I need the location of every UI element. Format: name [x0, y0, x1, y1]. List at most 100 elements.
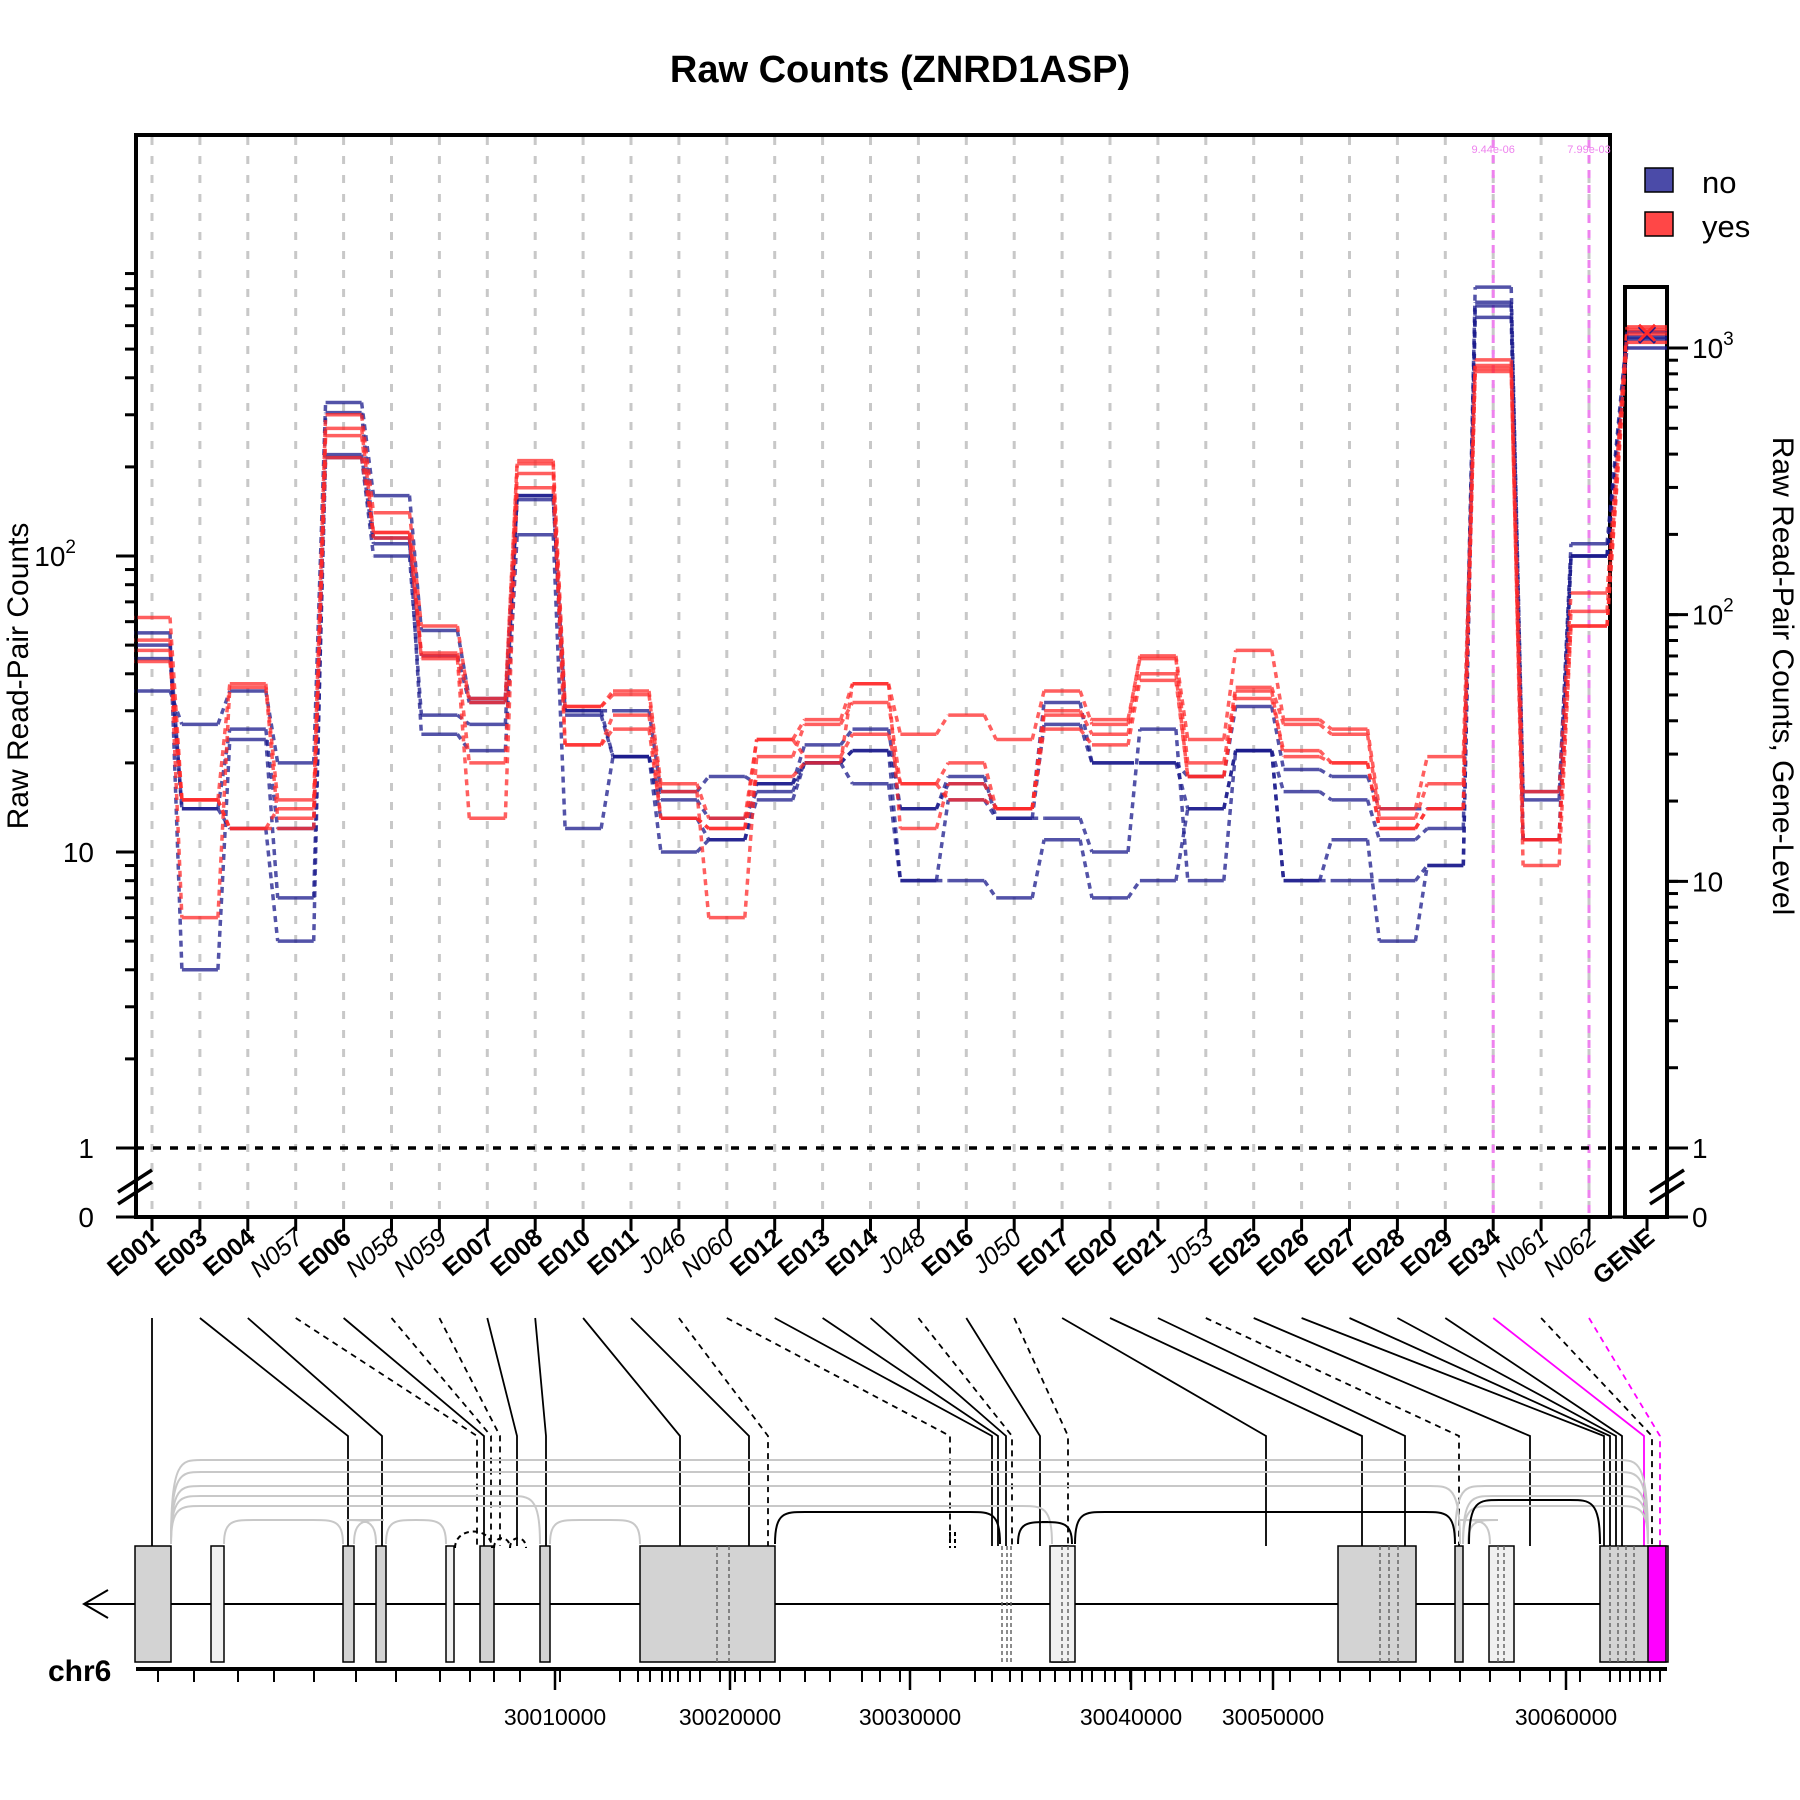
conn-yes-5-17	[982, 762, 998, 810]
conn-yes-6-29	[1557, 625, 1573, 866]
conn-yes-7-17	[983, 798, 998, 811]
conn-no-2-17	[982, 879, 998, 899]
y-tick-label-0: 1	[78, 1133, 94, 1164]
chart-title: Raw Counts (ZNRD1ASP)	[670, 49, 1130, 91]
splice-arc-9	[1454, 1485, 1649, 1545]
feature-label-J053: J053	[1158, 1223, 1218, 1280]
splice-arc-0	[170, 1459, 1649, 1545]
conn-yes-7-26	[1413, 807, 1429, 830]
x-axis-features: E001E003E004N057E006N058N059E007E008E010…	[102, 1215, 1660, 1290]
conn-yes-4-1	[216, 683, 232, 801]
feature-label-E013: E013	[773, 1223, 836, 1282]
conn-no-1-1	[216, 739, 232, 970]
yR-tick-label-3: 103	[1692, 329, 1734, 364]
conn-no-2-9	[599, 756, 615, 829]
genomic-tick-label-4: 30050000	[1222, 1704, 1324, 1730]
conn-yes-7-12	[743, 739, 759, 829]
feature-label-E003: E003	[150, 1223, 213, 1282]
feature-label-E004: E004	[198, 1223, 261, 1282]
splice-arc-10	[1462, 1495, 1649, 1545]
legend-swatch-yes	[1644, 211, 1674, 237]
feature-label-E028: E028	[1348, 1223, 1411, 1282]
feature-gridlines	[150, 137, 1591, 1215]
exon-block-1	[210, 1545, 225, 1663]
connector-E007	[486, 1317, 518, 1546]
feature-label-E001: E001	[102, 1223, 165, 1282]
feature-label-E029: E029	[1395, 1223, 1458, 1282]
conn-yes-7-28	[1509, 368, 1525, 840]
feature-label-E008: E008	[485, 1223, 548, 1282]
conn-yes-4-20	[1126, 655, 1142, 725]
conn-yes-7-24	[1318, 749, 1333, 765]
conn-yes-5-1	[216, 687, 232, 918]
conn-no-3-26	[1414, 864, 1429, 882]
exon-block-3	[375, 1545, 387, 1663]
connector-E011	[630, 1317, 750, 1546]
legend-label-yes: yes	[1702, 209, 1750, 244]
splice-arc-3	[170, 1495, 541, 1545]
conn-yes-4-17	[982, 714, 998, 741]
conn-yes-5-13	[791, 723, 807, 758]
feature-label-E006: E006	[294, 1223, 357, 1282]
conn-yes-4-5	[407, 512, 424, 627]
connector-E014	[869, 1317, 1007, 1546]
y-axis-label: Raw Read-Pair Counts	[2, 523, 35, 830]
conn-yes-5-6	[455, 655, 472, 764]
conn-yes-5-24	[1318, 722, 1333, 736]
conn-no-2-25	[1365, 839, 1382, 942]
conn-yes-7-15	[886, 733, 903, 785]
conn-no-2-18	[1030, 839, 1046, 899]
conn-no-1-19	[1078, 723, 1094, 764]
splice-arc-7	[385, 1519, 447, 1545]
connector-E012	[774, 1317, 993, 1546]
connector-J050	[1013, 1317, 1069, 1546]
conn-yes-5-26	[1413, 783, 1429, 819]
pvalue-label-N062: 7.99e-03	[1567, 144, 1610, 156]
feature-label-E014: E014	[821, 1223, 884, 1282]
conn-no-2-20	[1126, 879, 1142, 899]
y-zero-label: 0	[78, 1202, 94, 1233]
series-yes-7	[134, 329, 1629, 842]
conn-yes-4-15	[886, 683, 903, 735]
y-tick-label-1: 10	[63, 837, 94, 868]
conn-yes-4-19	[1078, 690, 1094, 725]
feature-label-E017: E017	[1012, 1223, 1075, 1282]
conn-yes-7-2	[264, 807, 280, 830]
conn-yes-6-16	[934, 783, 950, 830]
yR-tick-label-0: 1	[1692, 1133, 1708, 1164]
conn-gene-no-3	[1605, 336, 1629, 557]
connector-J046	[678, 1317, 769, 1546]
conn-no-2-22	[1222, 750, 1238, 810]
connector-E008	[534, 1317, 547, 1546]
conn-no-0-10	[647, 710, 663, 792]
connector-E025	[1253, 1317, 1531, 1546]
feature-label-N059: N059	[388, 1223, 452, 1283]
novel-arc-0	[454, 1530, 493, 1549]
legend: no yes	[1644, 165, 1750, 244]
genomic-tick-label-5: 30060000	[1515, 1704, 1617, 1730]
conn-no-0-25	[1365, 775, 1382, 810]
connector-E017	[1061, 1317, 1267, 1546]
conn-no-2-15	[886, 783, 903, 881]
gene-plot-frame	[1623, 285, 1669, 1219]
conn-yes-7-13	[791, 738, 807, 758]
feature-label-J050: J050	[967, 1223, 1027, 1280]
conn-yes-4-26	[1413, 756, 1430, 810]
connector-N061	[1540, 1317, 1653, 1546]
conn-yes-7-19	[1078, 728, 1094, 746]
exon-block-11	[1454, 1545, 1464, 1663]
series-no-3	[134, 304, 1629, 883]
exon-block-5	[479, 1545, 495, 1663]
exon-block-10	[1337, 1545, 1417, 1663]
connector-E010	[582, 1317, 681, 1546]
exon-block-6	[539, 1545, 551, 1663]
conn-yes-7-3	[311, 457, 328, 809]
conn-no-3-19	[1078, 817, 1094, 853]
connector-E027	[1349, 1317, 1611, 1546]
exon-block-2	[342, 1545, 355, 1663]
conn-yes-4-23	[1269, 650, 1286, 720]
conn-yes-7-16	[934, 782, 950, 801]
conn-yes-4-16	[934, 714, 950, 736]
connector-N057	[295, 1317, 478, 1546]
